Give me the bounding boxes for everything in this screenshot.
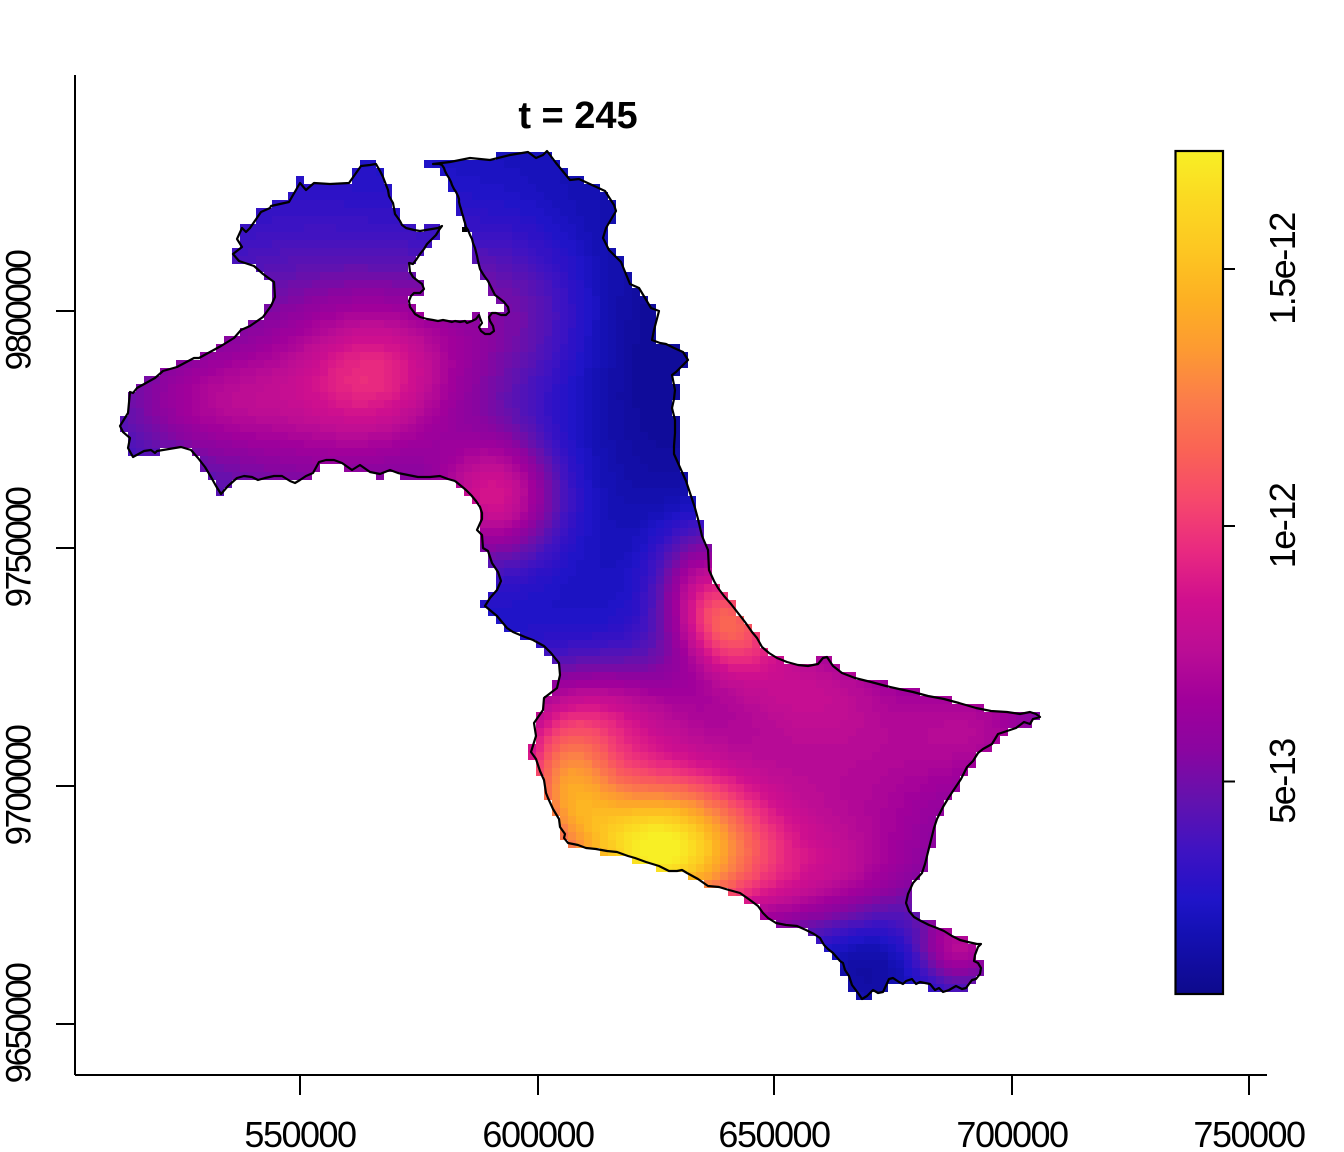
- svg-text:1.5e-12: 1.5e-12: [1262, 213, 1303, 325]
- svg-text:600000: 600000: [482, 1114, 594, 1152]
- svg-text:5e-13: 5e-13: [1262, 739, 1303, 824]
- svg-text:1e-12: 1e-12: [1262, 483, 1303, 568]
- svg-text:9750000: 9750000: [0, 487, 39, 608]
- svg-text:700000: 700000: [956, 1114, 1068, 1152]
- svg-text:t = 245: t = 245: [518, 95, 637, 137]
- svg-text:650000: 650000: [718, 1114, 830, 1152]
- svg-text:550000: 550000: [244, 1114, 356, 1152]
- svg-text:9800000: 9800000: [0, 250, 39, 371]
- svg-text:750000: 750000: [1193, 1114, 1305, 1152]
- svg-text:9650000: 9650000: [0, 963, 39, 1084]
- svg-text:9700000: 9700000: [0, 725, 39, 846]
